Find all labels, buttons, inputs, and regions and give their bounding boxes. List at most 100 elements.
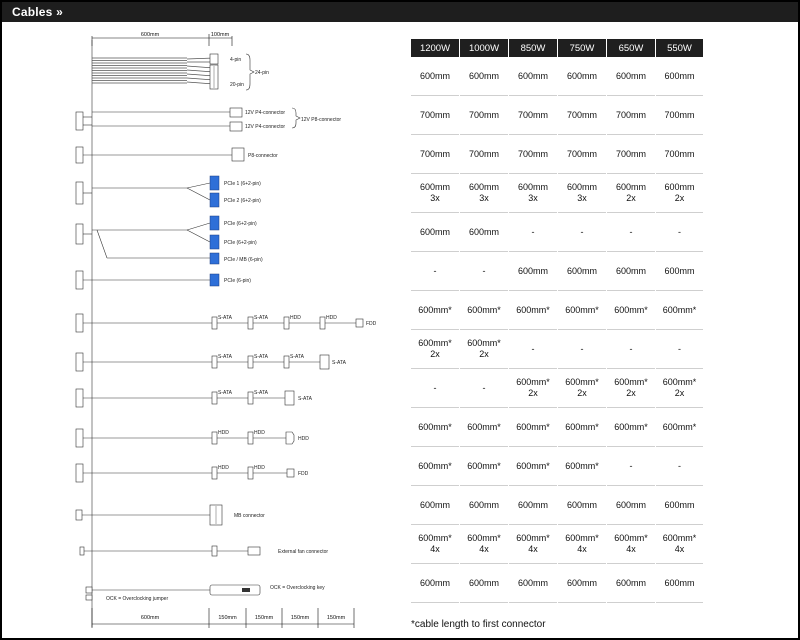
table-cell: 600mm* (411, 447, 459, 486)
table-cell: 700mm (411, 96, 459, 135)
table-cell: 600mm* (509, 291, 557, 330)
cell-length: 600mm* (565, 304, 599, 315)
column-header: 650W (607, 39, 655, 57)
cell-count: 4x (528, 544, 538, 554)
column-header: 1000W (460, 39, 508, 57)
table-cell: - (607, 447, 655, 486)
label-ocj: OCK = Overclocking jumper (106, 596, 168, 602)
table-cell: 600mm* (411, 291, 459, 330)
cable-pcie-12 (75, 175, 220, 208)
cell-length: 600mm* (418, 460, 452, 471)
cell-length: 600mm (468, 577, 499, 588)
table-cell: 600mm 3x (509, 174, 557, 213)
table-cell: 600mm (656, 564, 703, 603)
cell-length: 600mm (566, 182, 597, 192)
table-cell: 600mm* 4x (460, 525, 508, 564)
cell-length: 600mm* (614, 304, 648, 315)
table-cell: 600mm (558, 486, 606, 525)
cell-length: 600mm (517, 499, 548, 510)
table-cell: 600mm* (656, 408, 703, 447)
label-p8: 12V P8-connector (301, 117, 341, 123)
cell-length: 600mm* (418, 338, 452, 348)
table-row: 600mm 600mm - - - - (411, 213, 703, 252)
table-cell: 600mm (509, 252, 557, 291)
table-cell: 600mm (656, 486, 703, 525)
cell-length: 600mm (517, 182, 548, 192)
label-pcie1: PCIe 1 (6+2-pin) (224, 181, 261, 187)
cell-count: 2x (528, 388, 538, 398)
cell-length: 600mm (664, 265, 695, 276)
table-cell: - (460, 252, 508, 291)
label-r8-1: S-ATA (218, 354, 233, 360)
cell-length: - (482, 382, 486, 393)
table-cell: - (411, 369, 459, 408)
cable-pcie-mb (75, 215, 220, 265)
table-cell: 600mm (558, 57, 606, 96)
column-header: 550W (656, 39, 703, 57)
table-row: 600mm 600mm 600mm 600mm 600mm 600mm (411, 564, 703, 603)
table-row: 600mm* 600mm* 600mm* 600mm* - - (411, 447, 703, 486)
table-cell: 700mm (558, 135, 606, 174)
table-cell: - (509, 213, 557, 252)
cell-count: 3x (528, 193, 538, 203)
label-24pin: 24-pin (255, 70, 269, 76)
cell-count: 4x (479, 544, 489, 554)
cell-length: 600mm (615, 499, 646, 510)
cell-length: 700mm (517, 109, 548, 120)
cell-length: 600mm* (467, 460, 501, 471)
cell-length: 600mm* (565, 533, 599, 543)
cell-length: 600mm (468, 182, 499, 192)
table-cell: - (558, 330, 606, 369)
table-cell: 600mm* 4x (509, 525, 557, 564)
table-cell: 600mm (460, 57, 508, 96)
cell-length: 600mm (615, 577, 646, 588)
table-cell: 700mm (411, 135, 459, 174)
cell-length: 700mm (566, 109, 597, 120)
table-cell: 700mm (558, 96, 606, 135)
table-cell: 600mm 3x (558, 174, 606, 213)
cable-p8-single (75, 146, 245, 164)
label-r10-2: HDD (254, 430, 265, 436)
cell-length: 600mm* (467, 533, 501, 543)
cell-length: 600mm (566, 70, 597, 81)
cable-peripheral-5 (75, 463, 295, 483)
table-cell: 600mm (509, 564, 557, 603)
cell-count: 2x (674, 193, 685, 203)
label-r8-3: S-ATA (290, 354, 305, 360)
cell-length: 600mm (664, 499, 695, 510)
footnote: *cable length to first connector (411, 619, 546, 630)
label-p4-a: 12V P4-connector (245, 110, 285, 116)
table-cell: 700mm (460, 96, 508, 135)
cell-length: - (629, 343, 633, 354)
table-cell: 600mm* 2x (460, 330, 508, 369)
cable-peripheral-2 (75, 352, 330, 372)
table-cell: 600mm* 4x (656, 525, 703, 564)
section-title: Cables » (12, 5, 63, 19)
cell-length: 600mm (615, 265, 646, 276)
table-cell: - (607, 213, 655, 252)
dim-top-main: 600mm (141, 32, 160, 38)
cable-peripheral-3 (75, 388, 295, 408)
cell-length: - (678, 343, 681, 354)
cell-length: 700mm (615, 148, 646, 159)
table-cell: 600mm* 2x (558, 369, 606, 408)
cell-count: 3x (577, 193, 587, 203)
table-cell: 600mm (460, 486, 508, 525)
cable-length-table: 1200W 1000W 850W 750W 650W 550W 600mm 600… (410, 39, 704, 603)
cell-length: 600mm (419, 182, 450, 192)
cell-length: - (678, 226, 681, 237)
table-cell: 600mm* 4x (411, 525, 459, 564)
label-r10-3: HDD (298, 436, 309, 442)
cell-length: - (531, 226, 535, 237)
table-cell: 600mm 2x (656, 174, 703, 213)
table-cell: 600mm (607, 564, 655, 603)
cell-length: - (678, 460, 681, 471)
cell-length: 600mm (419, 226, 450, 237)
table-row: 600mm* 600mm* 600mm* 600mm* 600mm* 600mm* (411, 291, 703, 330)
table-cell: 600mm* 2x (607, 369, 655, 408)
cell-length: 700mm (615, 109, 646, 120)
cell-length: - (531, 343, 535, 354)
table-cell: 600mm (558, 252, 606, 291)
table-row: 700mm 700mm 700mm 700mm 700mm 700mm (411, 135, 703, 174)
